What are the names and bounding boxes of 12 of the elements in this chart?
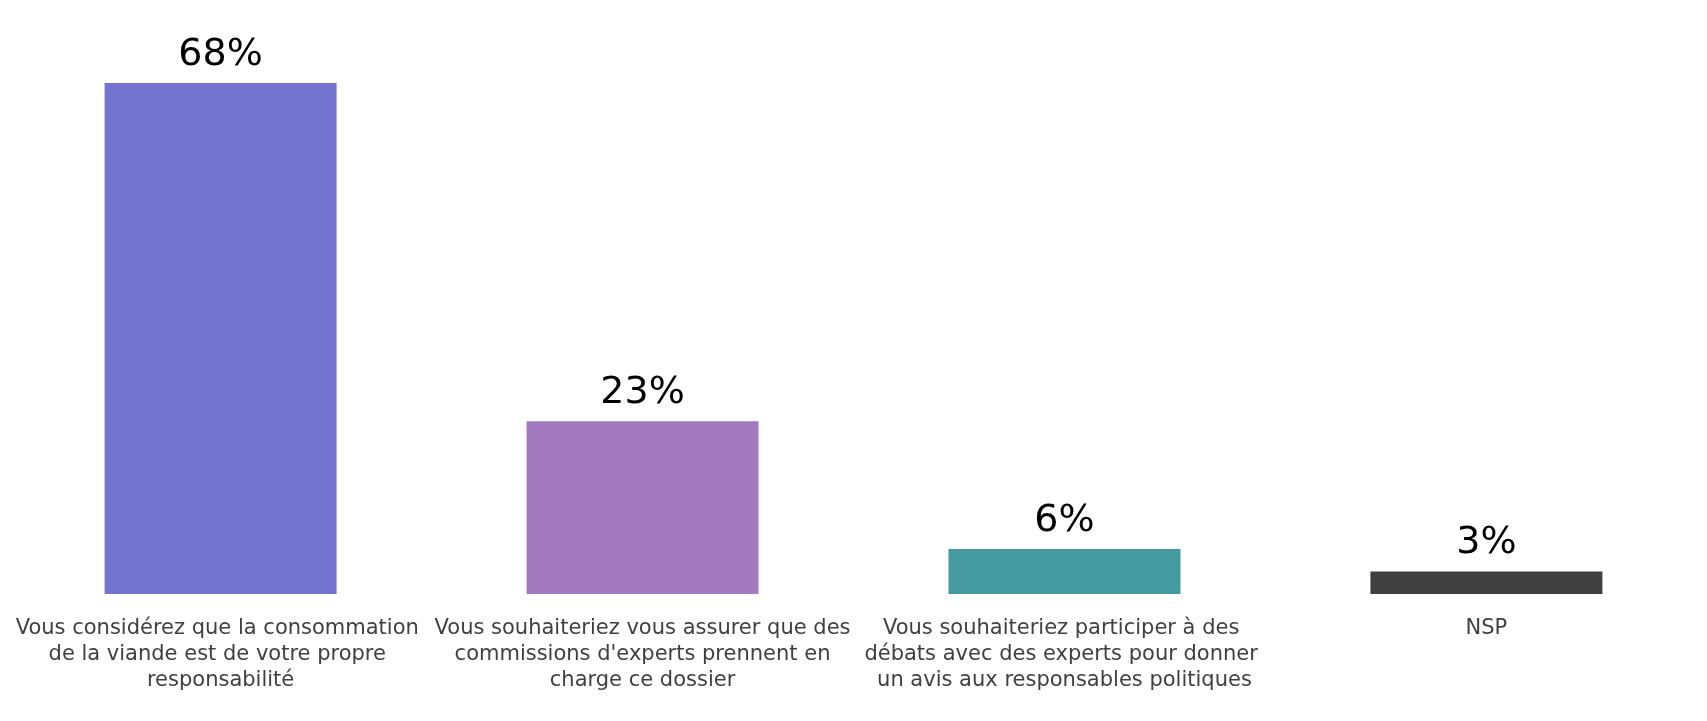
x-tick-label: Vous considérez que la consommation de la viande est de votre propre responsabilité bbox=[15, 615, 426, 691]
data-label: 23% bbox=[600, 368, 685, 413]
x-tick-label: Vous souhaiteriez vous assurer que des commissions d'experts prennent en charge ce dossier bbox=[434, 615, 851, 691]
bar bbox=[1370, 571, 1603, 594]
data-label: 6% bbox=[1034, 495, 1095, 540]
x-tick-label: NSP bbox=[1465, 615, 1508, 639]
bar bbox=[104, 83, 337, 594]
bar bbox=[526, 421, 759, 594]
data-label: 3% bbox=[1456, 518, 1517, 563]
data-label: 68% bbox=[178, 30, 263, 74]
bar bbox=[948, 548, 1181, 594]
x-tick-label: Vous souhaiteriez participer à des débats avec des experts pour donner un avis aux responsables politiques bbox=[864, 615, 1265, 691]
